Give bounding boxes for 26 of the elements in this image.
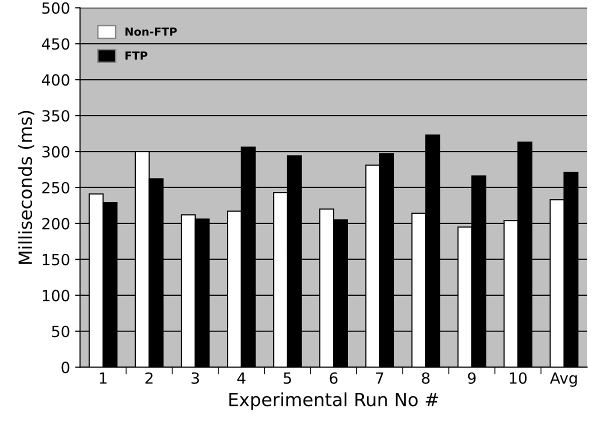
y-tick-label: 400 [42,74,70,86]
x-tick-label: 5 [284,372,291,384]
x-tick-label: 1 [100,372,107,384]
x-tick-label: 4 [237,372,246,384]
x-tick-label: 2 [145,372,153,384]
x-tick-label: 3 [192,372,199,384]
y-tick-label: 300 [42,146,70,158]
y-tick-label: 150 [42,254,70,266]
legend-label: FTP [126,52,148,60]
y-tick-label: 450 [42,38,70,50]
y-tick-label: 50 [52,326,70,338]
x-tick-label: 10 [510,372,527,384]
y-axis-title: Milliseconds (ms) [18,110,34,264]
y-tick-label: 250 [42,182,70,194]
y-tick-label: 350 [42,110,70,122]
y-tick-label: 0 [62,362,70,374]
x-tick-label: 7 [376,372,384,384]
x-tick-label: 8 [422,372,430,384]
y-tick-label: 500 [42,2,70,14]
y-tick-label: 100 [42,290,70,302]
x-tick-label: Avg [550,372,577,387]
legend-label: Non-FTP [126,28,177,36]
x-tick-label: 6 [330,372,338,384]
y-tick-label: 200 [42,218,70,230]
x-axis-title: Experimental Run No # [229,392,438,410]
x-tick-label: 9 [468,372,476,384]
